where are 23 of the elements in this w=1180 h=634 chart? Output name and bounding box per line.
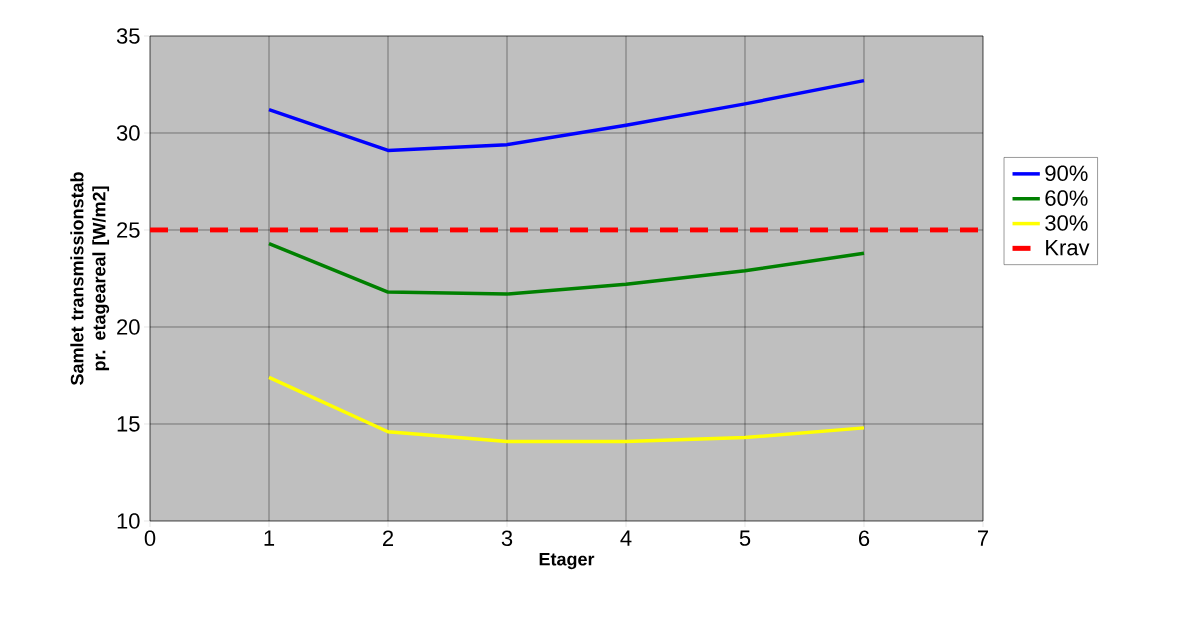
y-tick-label: 15 (117, 416, 140, 432)
x-tick-label: 4 (620, 530, 632, 546)
legend-label: 30% (1045, 215, 1088, 231)
y-tick-label: 20 (117, 319, 140, 335)
x-tick-label: 5 (739, 530, 751, 546)
y-axis-title: Samlet transmissionstab pr. etageareal [W/m2] (70, 172, 110, 386)
x-tick-label: 1 (264, 530, 275, 546)
y-tick-label: 10 (117, 513, 140, 529)
line-series (267, 375, 866, 444)
x-tick-label: 6 (858, 530, 870, 547)
x-tick-label: 3 (501, 530, 513, 547)
x-tick-label: 7 (978, 530, 989, 546)
y-tick-label: 30 (116, 125, 140, 141)
x-axis-title: Etager (539, 552, 595, 570)
y-tick-label: 35 (116, 28, 140, 44)
x-tick-label: 2 (383, 530, 394, 546)
legend-label: Krav (1046, 240, 1090, 256)
x-tick-label: 0 (144, 530, 156, 547)
legend-label: 90% (1045, 165, 1088, 182)
y-tick-label: 25 (117, 222, 140, 238)
line-series (267, 78, 866, 153)
line-series (267, 241, 866, 296)
legend-label: 60% (1045, 190, 1088, 206)
